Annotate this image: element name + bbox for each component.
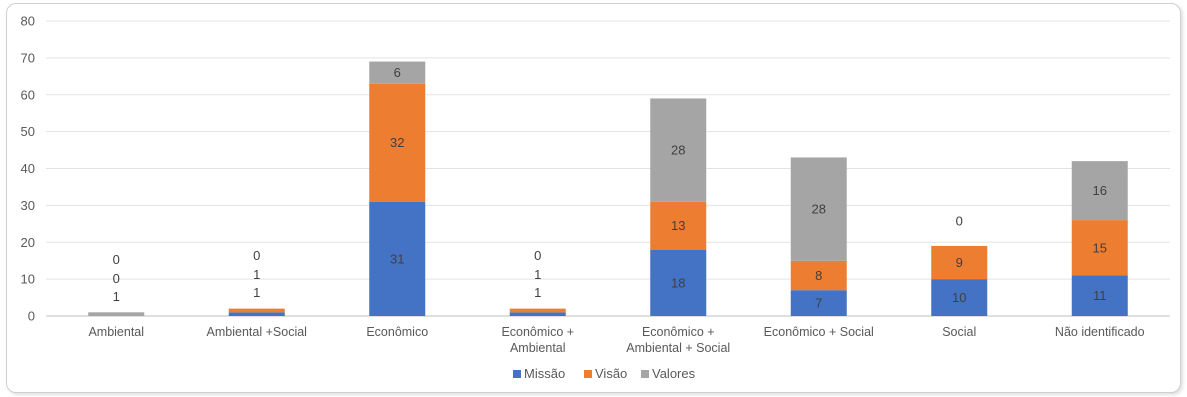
legend-label-valores: Valores <box>652 366 696 381</box>
data-label-missao: 18 <box>671 275 685 290</box>
data-label-missao: 31 <box>390 251 404 266</box>
bar-missao <box>1071 275 1128 316</box>
data-label-missao: 1 <box>253 285 260 300</box>
bar-missao <box>509 312 566 316</box>
bar-visao <box>228 308 285 313</box>
bar-valores <box>369 61 426 84</box>
legend-swatch-visao <box>584 370 592 378</box>
data-label-missao: 1 <box>534 285 541 300</box>
data-label-valores: 0 <box>956 213 963 228</box>
bar-missao <box>650 249 707 316</box>
data-label-visao: 8 <box>815 268 822 283</box>
bar-missao <box>931 279 988 316</box>
x-category-label: Ambiental <box>88 325 144 339</box>
bar-valores <box>790 157 847 261</box>
bar-visao <box>1071 220 1128 276</box>
legend-label-visao: Visão <box>595 366 627 381</box>
x-category-label: Não identificado <box>1055 325 1145 339</box>
data-label-visao: 13 <box>671 218 685 233</box>
y-tick-label: 70 <box>21 50 35 65</box>
data-label-valores: 16 <box>1093 183 1107 198</box>
data-label-missao: 10 <box>952 290 966 305</box>
legend: Missão Visão Valores <box>513 366 696 381</box>
x-category-label: Ambiental <box>510 341 566 355</box>
y-tick-label: 0 <box>28 309 35 324</box>
data-label-valores: 0 <box>113 252 120 267</box>
data-label-visao: 9 <box>956 255 963 270</box>
y-tick-label: 20 <box>21 235 35 250</box>
data-label-visao: 15 <box>1093 240 1107 255</box>
bar-visao <box>369 83 426 202</box>
bar-valores <box>650 98 707 202</box>
bars <box>88 61 1128 316</box>
legend-label-missao: Missão <box>524 366 565 381</box>
bar-visao <box>790 260 847 291</box>
chart-frame <box>6 3 1181 393</box>
bar-valores <box>1071 161 1128 221</box>
data-label-missao: 11 <box>1093 288 1107 303</box>
data-label-missao: 7 <box>815 296 822 311</box>
x-category-label: Econômico + <box>642 325 715 339</box>
legend-swatch-missao <box>513 370 521 378</box>
y-tick-label: 10 <box>21 272 35 287</box>
legend-swatch-valores <box>641 370 649 378</box>
data-label-valores: 28 <box>812 202 826 217</box>
x-category-label: Ambiental +Social <box>207 325 307 339</box>
data-label-visao: 1 <box>253 267 260 282</box>
data-label-visao: 32 <box>390 135 404 150</box>
bar-valores <box>88 312 145 316</box>
bar-visao <box>509 308 566 313</box>
x-category-label: Ambiental + Social <box>626 341 730 355</box>
x-category-label: Econômico <box>366 325 428 339</box>
gridlines <box>46 20 1170 317</box>
bar-missao <box>369 201 426 316</box>
data-label-visao: 1 <box>534 267 541 282</box>
y-tick-label: 50 <box>21 124 35 139</box>
data-label-visao: 0 <box>113 271 120 286</box>
bar-visao <box>931 245 988 280</box>
y-axis: 0 10 20 30 40 50 60 70 80 <box>21 14 35 324</box>
bar-missao <box>228 312 285 316</box>
y-tick-label: 60 <box>21 87 35 102</box>
data-label-missao: 1 <box>113 289 120 304</box>
y-tick-label: 40 <box>21 161 35 176</box>
x-category-label: Econômico + <box>501 325 574 339</box>
data-label-valores: 0 <box>534 248 541 263</box>
y-tick-label: 80 <box>21 14 35 29</box>
data-label-valores: 6 <box>394 65 401 80</box>
data-label-valores: 28 <box>671 143 685 158</box>
x-category-label: Social <box>942 325 976 339</box>
y-tick-label: 30 <box>21 198 35 213</box>
bar-visao <box>650 201 707 250</box>
data-label-valores: 0 <box>253 248 260 263</box>
x-axis: Ambiental Ambiental +Social Econômico Econô… <box>88 325 1144 355</box>
x-category-label: Econômico + Social <box>764 325 874 339</box>
bar-missao <box>790 290 847 316</box>
